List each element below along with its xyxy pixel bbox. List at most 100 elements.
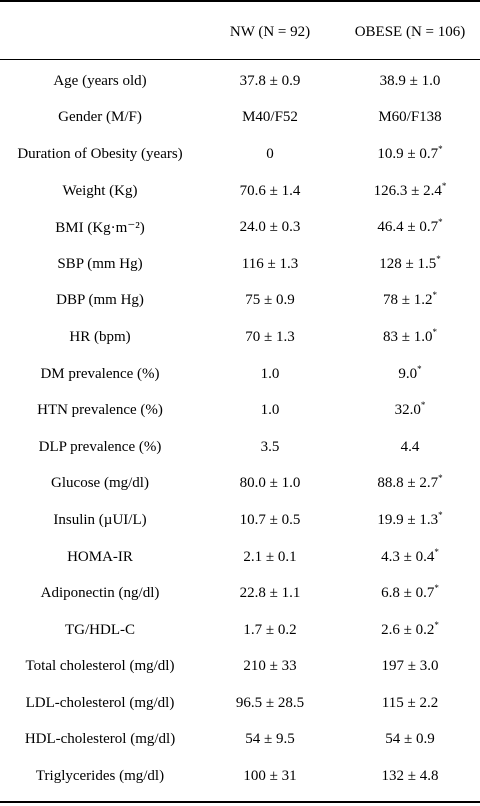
- obese-value-cell: 128 ± 1.5*: [340, 246, 480, 283]
- obese-value-text: 38.9 ± 1.0: [379, 72, 441, 89]
- row-label-cell: Duration of Obesity (years): [17, 145, 183, 162]
- obese-value-text: 4.4: [400, 438, 420, 455]
- nw-value-cell: 80.0 ± 1.0: [239, 475, 301, 492]
- table-row: Adiponectin (ng/dl) 22.8 ± 1.1 6.8 ± 0.7*: [0, 575, 480, 612]
- table-row: TG/HDL-C 1.7 ± 0.2 2.6 ± 0.2*: [0, 612, 480, 649]
- row-label-cell: TG/HDL-C: [65, 621, 135, 638]
- nw-value-cell: 70.6 ± 1.4: [239, 182, 301, 199]
- obese-value-cell: 197 ± 3.0: [340, 649, 480, 686]
- significance-marker: *: [420, 400, 426, 411]
- table-header: NW (N = 92) OBESE (N = 106): [0, 0, 480, 63]
- row-label-cell: HOMA-IR: [67, 548, 133, 565]
- significance-marker: *: [436, 253, 441, 264]
- nw-value-cell: 24.0 ± 0.3: [239, 219, 301, 236]
- row-label-cell: SBP (mm Hg): [57, 255, 143, 272]
- significance-marker: *: [432, 326, 437, 337]
- row-label-cell: Triglycerides (mg/dl): [35, 768, 165, 785]
- significance-marker: *: [438, 509, 443, 520]
- header-nw-cell: NW (N = 92): [229, 23, 311, 40]
- nw-value-cell: 116 ± 1.3: [241, 255, 299, 272]
- nw-value-cell: M40/F52: [242, 109, 298, 126]
- header-label-cell: [0, 0, 200, 63]
- table-row: DM prevalence (%) 1.0 9.0*: [0, 356, 480, 393]
- table-row: HDL-cholesterol (mg/dl) 54 ± 9.5 54 ± 0.9: [0, 722, 480, 759]
- row-label-cell: BMI (Kg·m⁻²): [55, 220, 145, 237]
- nw-value-cell: 70 ± 1.3: [245, 328, 295, 345]
- row-label-cell: LDL-cholesterol (mg/dl): [25, 694, 175, 711]
- nw-value-cell: 1.0: [260, 402, 280, 419]
- obese-value-text: 10.9 ± 0.7: [377, 145, 439, 162]
- obese-value-cell: 88.8 ± 2.7*: [340, 466, 480, 503]
- table-row: HOMA-IR 2.1 ± 0.1 4.3 ± 0.4*: [0, 539, 480, 576]
- obese-value-text: 32.0: [394, 402, 421, 419]
- row-label-cell: HR (bpm): [69, 328, 131, 345]
- significance-marker: *: [434, 619, 439, 630]
- table-bottom-rule: [0, 801, 480, 803]
- table-row: Total cholesterol (mg/dl) 210 ± 33 197 ± 3…: [0, 649, 480, 686]
- row-label-cell: Weight (Kg): [62, 182, 138, 199]
- obese-value-cell: 115 ± 2.2: [340, 685, 480, 722]
- header-row: NW (N = 92) OBESE (N = 106): [0, 0, 480, 63]
- obese-value-text: 19.9 ± 1.3: [377, 511, 439, 528]
- significance-marker: *: [417, 363, 422, 374]
- row-label-cell: DLP prevalence (%): [38, 438, 162, 455]
- nw-value-cell: 0: [266, 145, 274, 162]
- table-row: Triglycerides (mg/dl) 100 ± 31 132 ± 4.8: [0, 758, 480, 795]
- significance-marker: *: [434, 583, 439, 594]
- nw-value-cell: 54 ± 9.5: [245, 731, 295, 748]
- table-row: Weight (Kg) 70.6 ± 1.4 126.3 ± 2.4*: [0, 173, 480, 210]
- nw-value-cell: 10.7 ± 0.5: [239, 511, 301, 528]
- table-row: DLP prevalence (%) 3.5 4.4: [0, 429, 480, 466]
- significance-marker: *: [434, 546, 439, 557]
- table-row: DBP (mm Hg) 75 ± 0.9 78 ± 1.2*: [0, 283, 480, 320]
- table-top-rule: [0, 0, 480, 2]
- obese-value-cell: 83 ± 1.0*: [340, 319, 480, 356]
- row-label-cell: Glucose (mg/dl): [51, 475, 149, 492]
- row-label-cell: DM prevalence (%): [40, 365, 160, 382]
- nw-value-cell: 2.1 ± 0.1: [243, 548, 297, 565]
- obese-value-cell: 19.9 ± 1.3*: [340, 502, 480, 539]
- obese-value-text: 128 ± 1.5: [379, 255, 437, 272]
- row-label-cell: Total cholesterol (mg/dl): [25, 658, 175, 675]
- obese-value-cell: 10.9 ± 0.7*: [340, 136, 480, 173]
- obese-value-cell: 32.0*: [340, 392, 480, 429]
- obese-value-text: 132 ± 4.8: [381, 768, 439, 785]
- nw-value-cell: 37.8 ± 0.9: [239, 72, 301, 89]
- row-label-cell: HTN prevalence (%): [37, 402, 163, 419]
- obese-value-text: 88.8 ± 2.7: [377, 475, 439, 492]
- table-row: LDL-cholesterol (mg/dl) 96.5 ± 28.5 115 ± …: [0, 685, 480, 722]
- significance-marker: *: [438, 143, 443, 154]
- nw-value-cell: 1.7 ± 0.2: [243, 621, 297, 638]
- obese-value-text: 2.6 ± 0.2: [381, 621, 435, 638]
- table-body: Age (years old) 37.8 ± 0.9 38.9 ± 1.0 Gende…: [0, 63, 480, 795]
- table-row: Duration of Obesity (years) 0 10.9 ± 0.7*: [0, 136, 480, 173]
- obese-value-cell: 78 ± 1.2*: [340, 283, 480, 320]
- obese-value-cell: 38.9 ± 1.0: [340, 63, 480, 100]
- nw-value-cell: 75 ± 0.9: [245, 292, 295, 309]
- table-row: HTN prevalence (%) 1.0 32.0*: [0, 392, 480, 429]
- obese-value-text: 54 ± 0.9: [385, 731, 435, 748]
- table-header-rule: [0, 59, 480, 60]
- obese-value-text: 4.3 ± 0.4: [381, 548, 435, 565]
- header-obese-cell: OBESE (N = 106): [354, 23, 466, 40]
- table-row: Insulin (µUI/L) 10.7 ± 0.5 19.9 ± 1.3*: [0, 502, 480, 539]
- obese-value-text: 83 ± 1.0: [383, 328, 433, 345]
- obese-value-cell: 4.3 ± 0.4*: [340, 539, 480, 576]
- row-label-cell: Insulin (µUI/L): [53, 511, 147, 528]
- obese-value-text: 46.4 ± 0.7: [377, 219, 439, 236]
- row-label-cell: Gender (M/F): [58, 109, 142, 126]
- table-row: Glucose (mg/dl) 80.0 ± 1.0 88.8 ± 2.7*: [0, 466, 480, 503]
- obese-value-cell: 132 ± 4.8: [340, 758, 480, 795]
- row-label-cell: HDL-cholesterol (mg/dl): [24, 731, 176, 748]
- row-label-cell: DBP (mm Hg): [56, 292, 144, 309]
- nw-value-cell: 1.0: [260, 365, 280, 382]
- obese-value-cell: 54 ± 0.9: [340, 722, 480, 759]
- obese-value-text: 115 ± 2.2: [381, 694, 439, 711]
- row-label-cell: Age (years old): [53, 72, 147, 89]
- obese-value-cell: 46.4 ± 0.7*: [340, 209, 480, 246]
- obese-value-text: 197 ± 3.0: [381, 658, 439, 675]
- nw-value-cell: 22.8 ± 1.1: [239, 585, 301, 602]
- nw-value-cell: 100 ± 31: [243, 768, 297, 785]
- nw-value-cell: 210 ± 33: [243, 658, 297, 675]
